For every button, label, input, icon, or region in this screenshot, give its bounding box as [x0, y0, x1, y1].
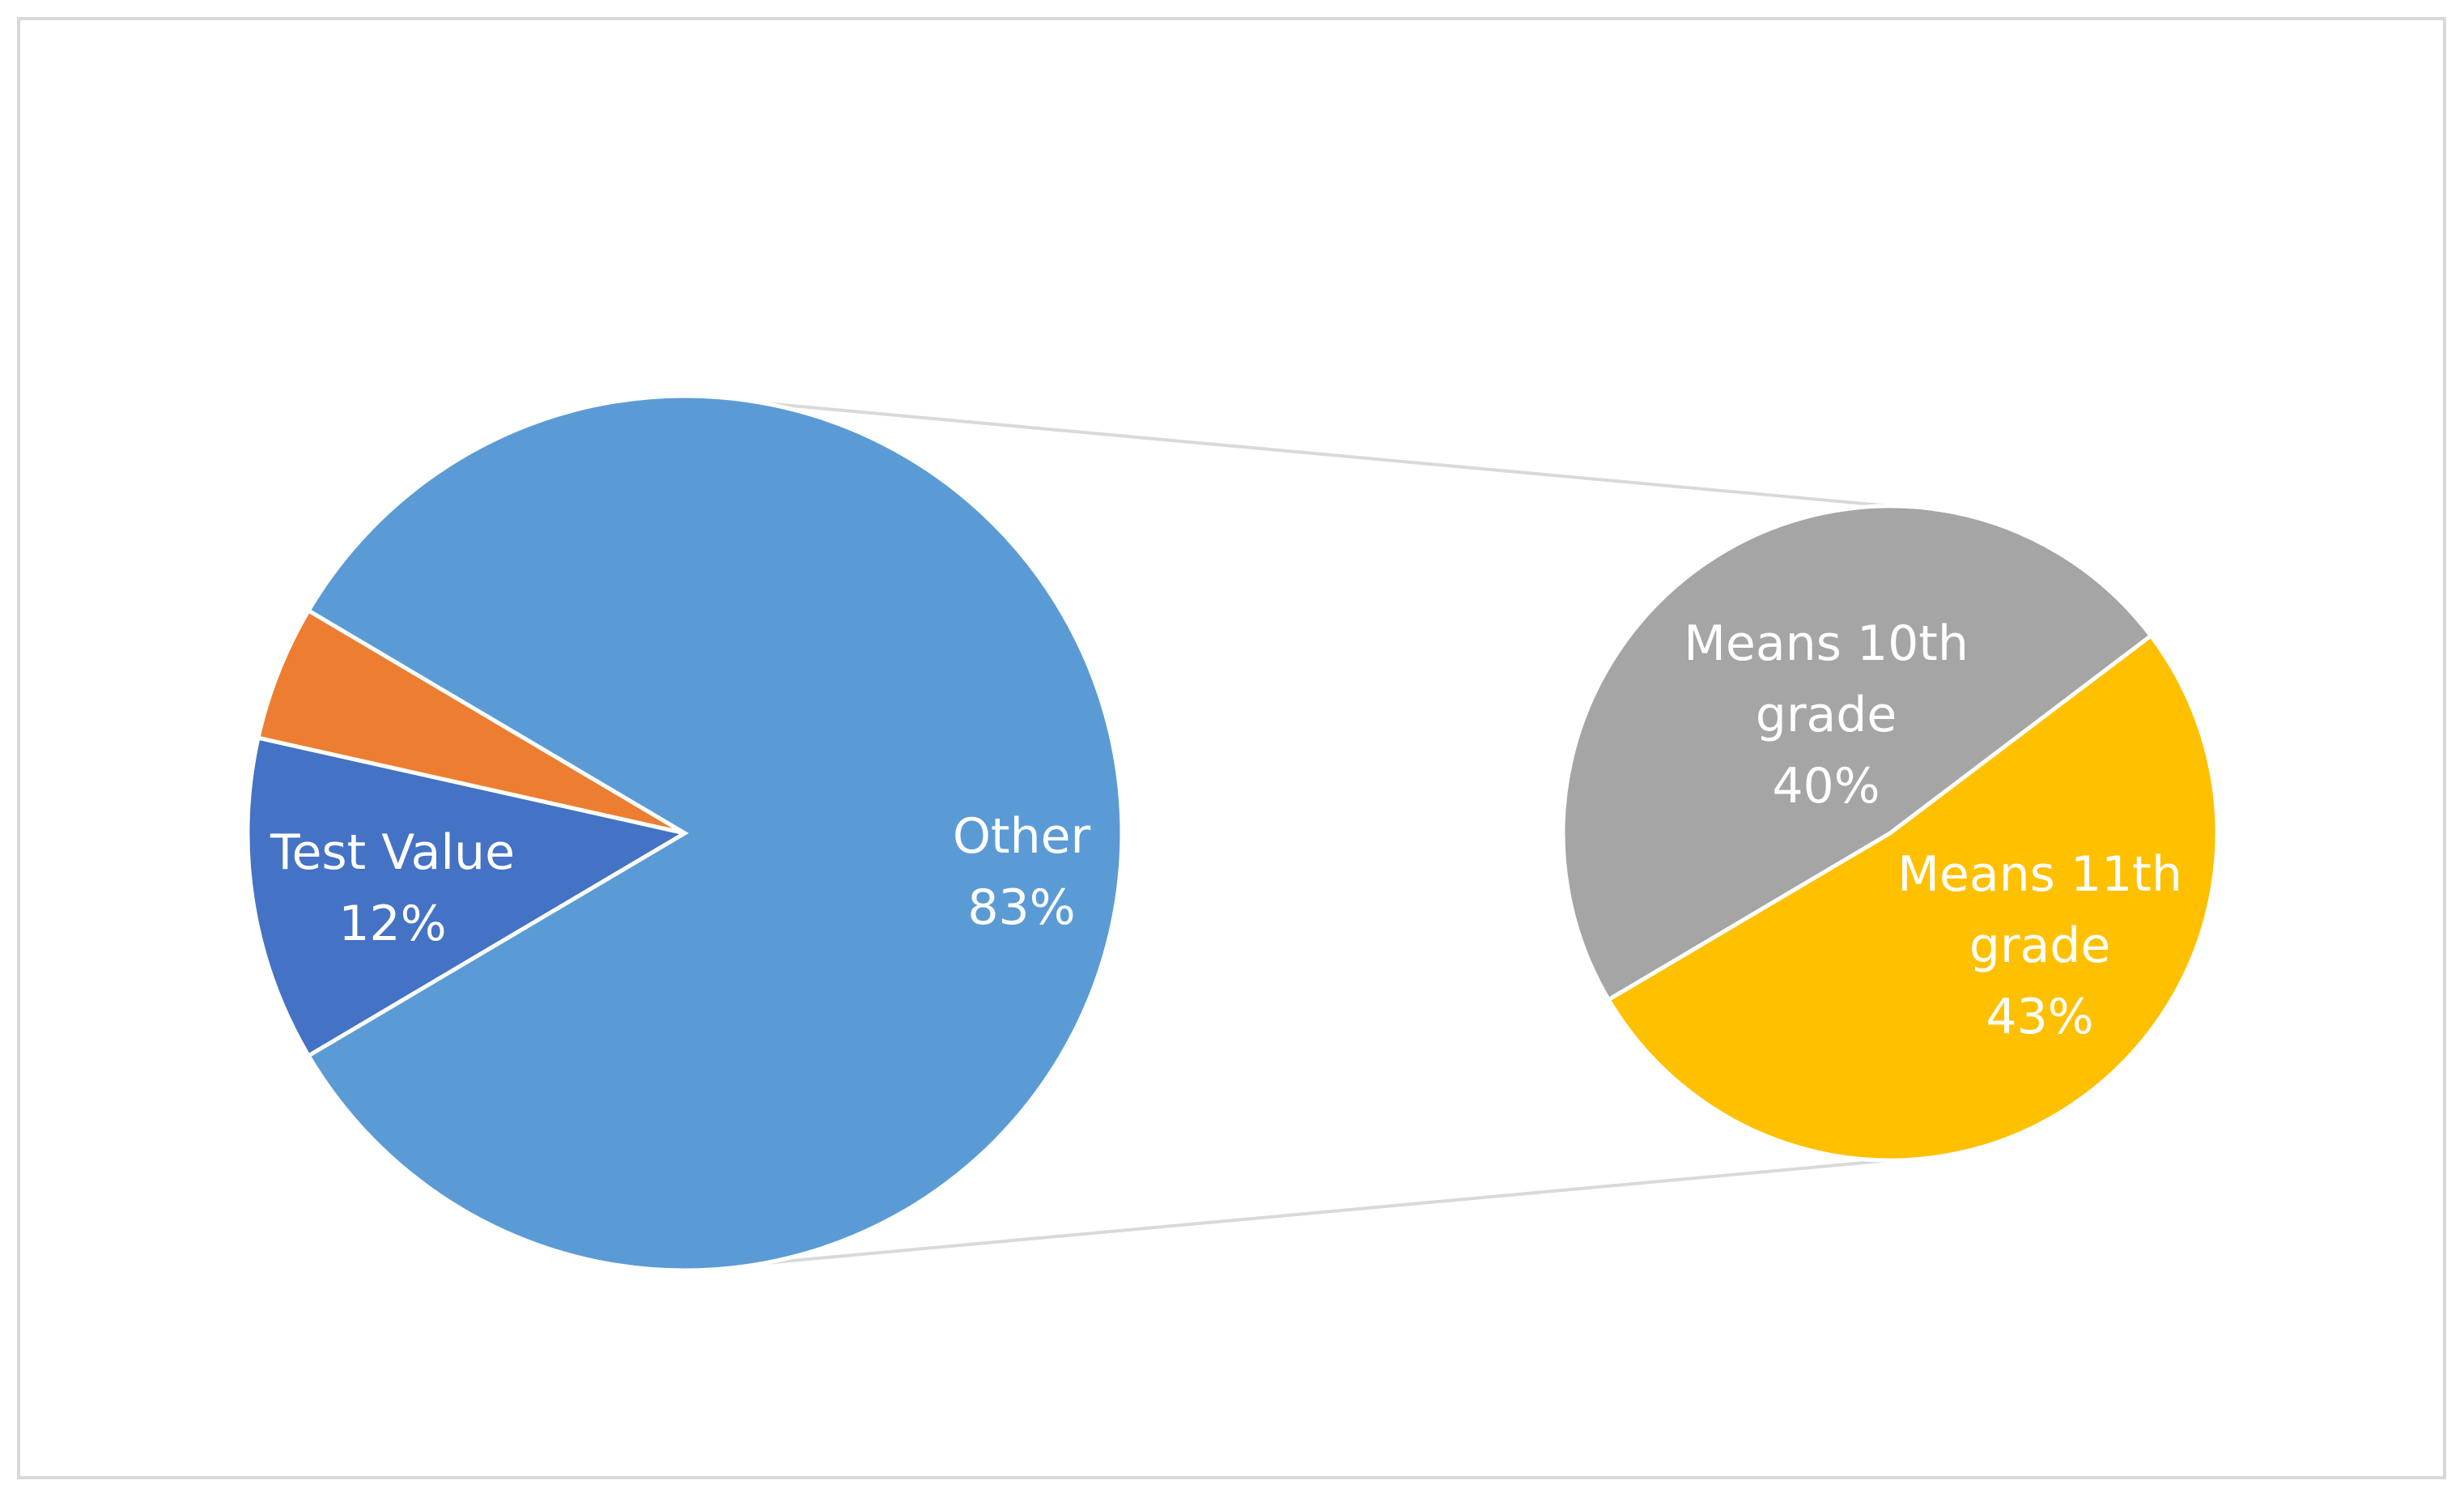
pie-slice — [305, 394, 1124, 1273]
data-label-value: 43% — [1986, 989, 2094, 1045]
data-label: Other 83% — [860, 801, 1183, 943]
data-label-category: Means 11th grade — [1897, 846, 2182, 974]
pie-slice — [1561, 504, 2154, 1003]
data-label-value: 12% — [338, 896, 447, 952]
connector-line — [684, 1159, 1891, 1272]
connector-line — [684, 394, 1891, 508]
data-label: Test Value 12% — [231, 817, 554, 959]
data-label-category: Other — [952, 808, 1091, 865]
pie-slice — [1605, 632, 2220, 1163]
pie-slice — [245, 735, 690, 1059]
data-label: Means 11th grade 43% — [1878, 839, 2202, 1053]
pie-slice — [256, 607, 686, 836]
data-label-value: 83% — [967, 879, 1076, 936]
data-label-value: 40% — [1772, 758, 1880, 815]
data-label-category: Means 10th grade — [1684, 615, 1969, 743]
data-label: Means 10th grade 40% — [1664, 608, 1988, 822]
data-label-category: Test Value — [270, 824, 515, 881]
